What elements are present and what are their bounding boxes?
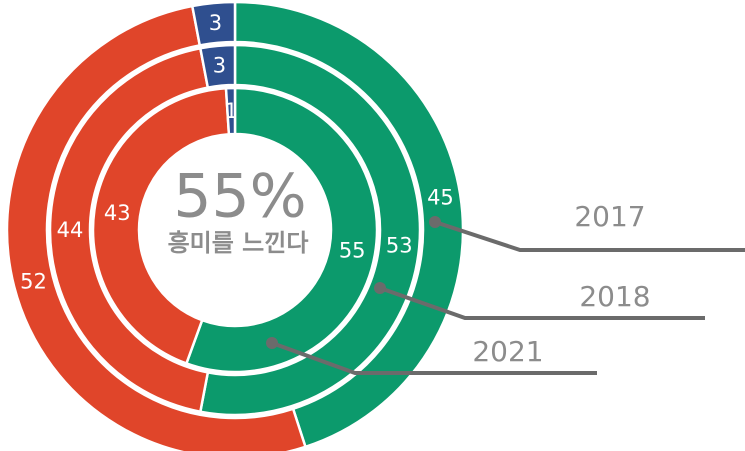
leader-line [271,341,597,375]
segment-label: 43 [104,201,131,225]
donut-segment [198,43,422,417]
donut-segment [198,43,237,90]
legend-label: 2018 [579,280,650,313]
segment-label: 44 [57,218,84,242]
leader-dot [374,282,386,294]
donut-segment [184,86,379,374]
leader-dot [429,216,441,228]
donut-segment [190,0,237,47]
donut-segment [48,46,210,414]
donut-segment [233,0,465,449]
segment-label: 1 [225,99,238,123]
legend-label: 2021 [472,335,543,368]
rings: 45 52 3 53 44 3 55 43 1 [5,0,465,451]
donut-segment [5,4,308,451]
center-value: 55% [173,162,306,232]
segment-label: 3 [213,54,226,78]
leaders [266,216,745,375]
segment-label: 45 [427,185,454,209]
segment-label: 55 [339,239,366,263]
donut-segment [91,86,231,366]
segment-label: 53 [386,234,413,258]
leader-dot [266,337,278,349]
segment-label: 3 [209,11,222,35]
donut-segment [224,86,237,136]
segment-label: 52 [20,270,47,294]
center-subtitle: 흥미를 느낀다 [168,229,309,257]
leader-line [379,286,705,320]
leader-line [434,220,745,252]
legend-label: 2017 [574,200,645,233]
